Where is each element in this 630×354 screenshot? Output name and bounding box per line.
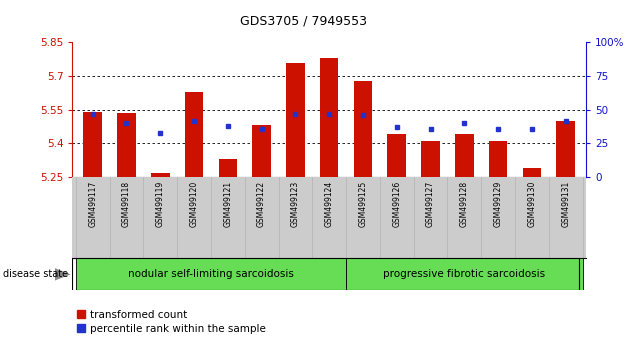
Text: GSM499117: GSM499117	[88, 181, 97, 227]
Bar	[253, 125, 271, 177]
Bar	[387, 135, 406, 177]
Bar	[489, 141, 507, 177]
Text: GSM499119: GSM499119	[156, 181, 165, 227]
Bar	[346, 258, 583, 290]
Text: GSM499120: GSM499120	[190, 181, 198, 227]
Text: disease state: disease state	[3, 269, 68, 279]
Text: progressive fibrotic sarcoidosis: progressive fibrotic sarcoidosis	[383, 269, 546, 279]
Bar	[522, 168, 541, 177]
Text: GSM499128: GSM499128	[460, 181, 469, 227]
Bar	[286, 63, 305, 177]
Text: GSM499121: GSM499121	[224, 181, 232, 227]
Bar	[353, 81, 372, 177]
Text: GSM499129: GSM499129	[493, 181, 503, 227]
Bar	[185, 92, 203, 177]
Bar	[151, 172, 169, 177]
Bar	[556, 121, 575, 177]
Text: GSM499123: GSM499123	[291, 181, 300, 227]
Bar	[320, 58, 338, 177]
Polygon shape	[55, 268, 71, 281]
Text: GSM499122: GSM499122	[257, 181, 266, 227]
Bar	[83, 112, 102, 177]
Text: nodular self-limiting sarcoidosis: nodular self-limiting sarcoidosis	[128, 269, 294, 279]
Text: GSM499131: GSM499131	[561, 181, 570, 227]
Text: GSM499130: GSM499130	[527, 181, 536, 228]
Bar	[421, 141, 440, 177]
Text: GSM499126: GSM499126	[392, 181, 401, 227]
Text: GSM499127: GSM499127	[426, 181, 435, 227]
Bar	[76, 258, 346, 290]
Text: GSM499118: GSM499118	[122, 181, 131, 227]
Bar	[455, 135, 474, 177]
Bar	[117, 113, 136, 177]
Text: GDS3705 / 7949553: GDS3705 / 7949553	[241, 14, 367, 27]
Legend: transformed count, percentile rank within the sample: transformed count, percentile rank withi…	[77, 310, 266, 334]
Text: GSM499125: GSM499125	[358, 181, 367, 227]
Text: GSM499124: GSM499124	[324, 181, 334, 227]
Bar	[219, 159, 237, 177]
